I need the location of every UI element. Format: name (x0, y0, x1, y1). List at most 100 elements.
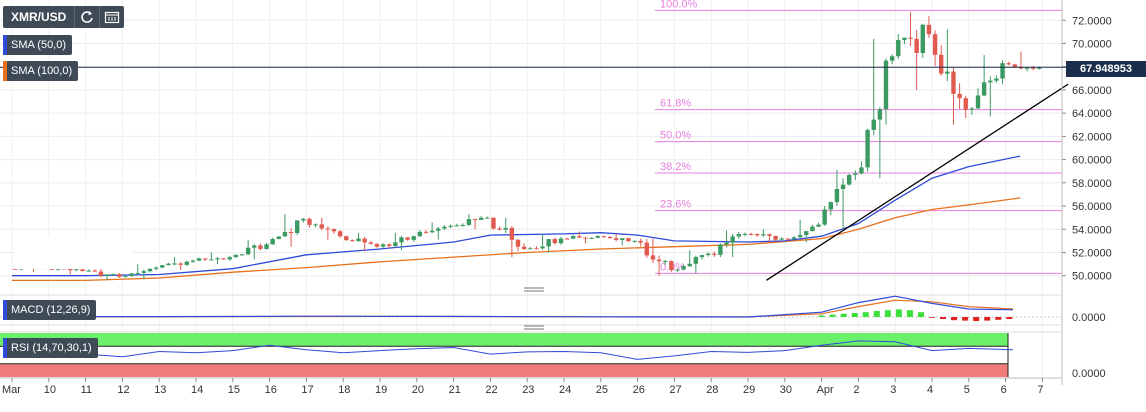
candle-body[interactable] (804, 231, 809, 236)
candle-body[interactable] (761, 234, 766, 236)
candle-body[interactable] (282, 231, 288, 237)
candle-body[interactable] (834, 189, 840, 203)
candle-body[interactable] (258, 245, 263, 249)
candle-body[interactable] (810, 226, 815, 232)
candle-body[interactable] (687, 263, 692, 267)
candle-body[interactable] (1006, 63, 1011, 65)
candle-body[interactable] (663, 261, 668, 263)
candle-body[interactable] (374, 243, 380, 247)
panel-separator-handle[interactable] (524, 287, 544, 292)
candle-body[interactable] (607, 236, 613, 239)
calendar-icon[interactable] (100, 6, 124, 28)
candle-body[interactable] (889, 56, 895, 61)
candle-body[interactable] (1018, 67, 1024, 69)
candle-body[interactable] (245, 247, 251, 255)
candle-body[interactable] (350, 240, 355, 242)
sma50-label[interactable]: SMA (50,0) (3, 35, 73, 55)
panel-separator-handle[interactable] (524, 325, 544, 330)
candle-body[interactable] (209, 259, 214, 261)
candle-body[interactable] (1031, 67, 1036, 69)
trendline[interactable] (766, 83, 1069, 281)
candle-body[interactable] (896, 40, 901, 57)
candle-body[interactable] (902, 37, 907, 41)
candle-body[interactable] (877, 109, 883, 120)
candle-body[interactable] (963, 98, 968, 110)
candle-body[interactable] (295, 220, 300, 233)
candle-body[interactable] (797, 235, 803, 238)
candle-body[interactable] (773, 235, 778, 240)
candle-body[interactable] (166, 263, 171, 266)
candle-body[interactable] (988, 80, 993, 83)
candle-body[interactable] (86, 270, 91, 272)
candle-body[interactable] (252, 245, 257, 248)
candle-body[interactable] (503, 227, 508, 230)
candle-body[interactable] (497, 228, 502, 230)
candle-body[interactable] (288, 231, 294, 233)
candle-body[interactable] (742, 233, 748, 235)
candle-body[interactable] (583, 237, 588, 239)
candle-body[interactable] (454, 225, 459, 227)
candle-body[interactable] (111, 274, 116, 276)
candle-body[interactable] (669, 261, 674, 270)
candle-body[interactable] (1024, 67, 1030, 69)
candle-body[interactable] (705, 253, 711, 256)
candle-body[interactable] (80, 269, 85, 272)
candle-body[interactable] (681, 266, 686, 270)
candle-body[interactable] (460, 224, 465, 226)
candle-body[interactable] (92, 270, 97, 272)
candle-body[interactable] (301, 218, 306, 221)
candle-body[interactable] (325, 228, 331, 230)
candle-body[interactable] (276, 236, 281, 239)
candle-body[interactable] (994, 78, 999, 81)
candle-body[interactable] (190, 260, 196, 262)
candle-body[interactable] (540, 246, 545, 249)
candle-body[interactable] (12, 268, 18, 270)
candle-body[interactable] (196, 258, 202, 261)
candle-body[interactable] (951, 71, 956, 94)
candle-body[interactable] (675, 269, 680, 271)
candle-body[interactable] (356, 238, 361, 242)
candle-body[interactable] (558, 238, 564, 244)
candle-body[interactable] (601, 236, 607, 238)
candle-body[interactable] (307, 218, 312, 225)
candle-body[interactable] (571, 236, 576, 239)
candle-body[interactable] (693, 257, 699, 264)
candle-body[interactable] (755, 234, 760, 236)
candle-body[interactable] (221, 258, 226, 260)
candle-body[interactable] (117, 274, 122, 277)
support-trendline[interactable] (766, 83, 1069, 281)
candle-body[interactable] (270, 238, 275, 245)
candle-body[interactable] (853, 173, 858, 175)
candle-body[interactable] (552, 239, 557, 244)
candle-body[interactable] (534, 248, 539, 250)
candle-body[interactable] (344, 236, 349, 241)
candle-body[interactable] (264, 244, 269, 249)
rsi-label[interactable]: RSI (14,70,30,1) (3, 338, 98, 358)
candle-body[interactable] (509, 227, 515, 240)
candle-body[interactable] (883, 60, 889, 110)
candle-body[interactable] (626, 238, 631, 242)
candle-body[interactable] (828, 202, 833, 210)
candle-body[interactable] (491, 217, 496, 229)
candle-body[interactable] (160, 265, 165, 268)
candle-body[interactable] (405, 237, 410, 240)
candle-body[interactable] (656, 259, 662, 262)
candle-body[interactable] (779, 238, 784, 240)
candle-body[interactable] (981, 82, 987, 96)
candle-body[interactable] (650, 255, 656, 260)
candle-body[interactable] (429, 230, 435, 233)
candle-body[interactable] (393, 242, 398, 247)
candle-body[interactable] (485, 217, 490, 219)
candle-body[interactable] (926, 24, 932, 35)
candle-body[interactable] (546, 239, 551, 247)
candle-body[interactable] (730, 236, 735, 243)
candle-body[interactable] (319, 224, 324, 229)
candle-body[interactable] (203, 258, 208, 260)
candle-body[interactable] (227, 257, 232, 260)
candle-body[interactable] (123, 276, 128, 278)
candle-body[interactable] (442, 226, 447, 229)
candle-body[interactable] (417, 231, 423, 237)
candle-body[interactable] (1037, 67, 1042, 69)
candle-body[interactable] (920, 24, 925, 53)
candle-body[interactable] (1000, 63, 1005, 79)
